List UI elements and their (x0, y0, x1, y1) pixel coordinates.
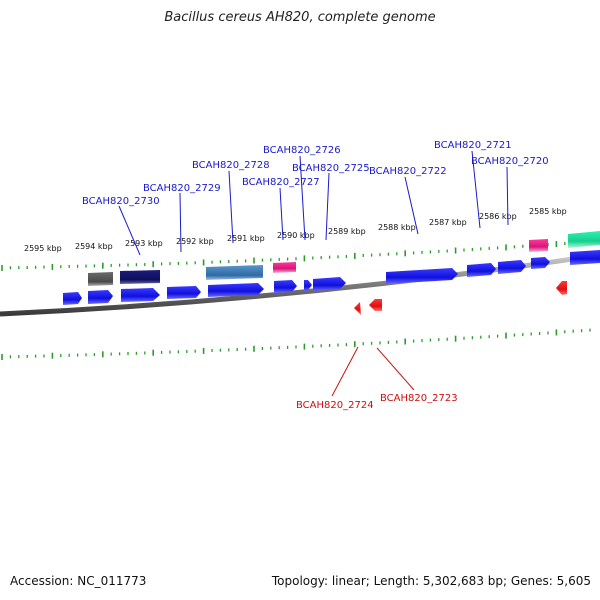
gene-label-bcah820-2726[interactable]: BCAH820_2726 (263, 145, 341, 156)
reverse-gene[interactable] (354, 302, 361, 315)
gene-label-bcah820-2730[interactable]: BCAH820_2730 (82, 196, 160, 207)
scale-label-2590: 2590 kbp (277, 231, 315, 240)
reverse-gene[interactable] (556, 281, 567, 295)
reverse-gene[interactable] (369, 299, 382, 311)
gene-label-bcah820-2728[interactable]: BCAH820_2728 (192, 160, 270, 171)
forward-gene[interactable] (274, 280, 297, 293)
scale-label-2592: 2592 kbp (176, 237, 214, 246)
forward-gene[interactable] (88, 290, 113, 304)
forward-gene[interactable] (467, 263, 496, 277)
forward-gene-track (63, 250, 600, 305)
forward-gene[interactable] (167, 286, 201, 299)
forward-gene[interactable] (121, 288, 160, 302)
gene-label-bcah820-2727[interactable]: BCAH820_2727 (242, 177, 320, 188)
feature-box-navy[interactable] (120, 270, 160, 284)
feature-box-magenta-2[interactable] (529, 239, 548, 252)
genome-info-text: Topology: linear; Length: 5,302,683 bp; … (271, 574, 591, 588)
forward-gene[interactable] (313, 277, 346, 291)
forward-gene[interactable] (63, 292, 82, 305)
gene-label-bcah820-2724[interactable]: BCAH820_2724 (296, 400, 374, 411)
forward-gene[interactable] (498, 260, 526, 274)
forward-label-leaders (118, 150, 509, 256)
feature-track (88, 231, 600, 286)
scale-label-2586: 2586 kbp (479, 212, 517, 221)
scale-label-2587: 2587 kbp (429, 218, 467, 227)
gene-label-bcah820-2722[interactable]: BCAH820_2722 (369, 166, 447, 177)
scale-labels: 2595 kbp 2594 kbp 2593 kbp 2592 kbp 2591… (24, 207, 567, 253)
forward-gene[interactable] (208, 283, 264, 297)
feature-box-teal[interactable] (568, 231, 600, 248)
genome-title: Bacillus cereus AH820, complete genome (164, 10, 436, 25)
gene-label-bcah820-2729[interactable]: BCAH820_2729 (143, 183, 221, 194)
reverse-label-leaders (331, 346, 415, 397)
gene-label-bcah820-2720[interactable]: BCAH820_2720 (471, 156, 549, 167)
forward-gene[interactable] (570, 250, 600, 265)
scale-label-2589: 2589 kbp (328, 227, 366, 236)
feature-box-gray[interactable] (88, 272, 113, 286)
forward-gene[interactable] (531, 257, 550, 269)
forward-gene-labels: BCAH820_2730 BCAH820_2729 BCAH820_2728 B… (82, 140, 549, 207)
gene-label-bcah820-2721[interactable]: BCAH820_2721 (434, 140, 512, 151)
forward-gene[interactable] (386, 268, 458, 284)
scale-label-2594: 2594 kbp (75, 242, 113, 251)
gene-label-bcah820-2723[interactable]: BCAH820_2723 (380, 393, 458, 404)
scale-label-2595: 2595 kbp (24, 244, 62, 253)
scale-label-2593: 2593 kbp (125, 239, 163, 248)
feature-box-magenta[interactable] (273, 262, 296, 273)
reverse-gene-labels: BCAH820_2724 BCAH820_2723 (296, 393, 458, 411)
gene-label-bcah820-2725[interactable]: BCAH820_2725 (292, 163, 370, 174)
scale-label-2591: 2591 kbp (227, 234, 265, 243)
scale-ticks-bottom (1, 328, 591, 360)
feature-box-steelblue[interactable] (206, 265, 263, 280)
reverse-gene-track (354, 281, 567, 315)
scale-label-2585: 2585 kbp (529, 207, 567, 216)
scale-label-2588: 2588 kbp (378, 223, 416, 232)
forward-gene[interactable] (304, 280, 312, 291)
scale-ticks-top (1, 240, 591, 271)
accession-text: Accession: NC_011773 (10, 574, 147, 588)
